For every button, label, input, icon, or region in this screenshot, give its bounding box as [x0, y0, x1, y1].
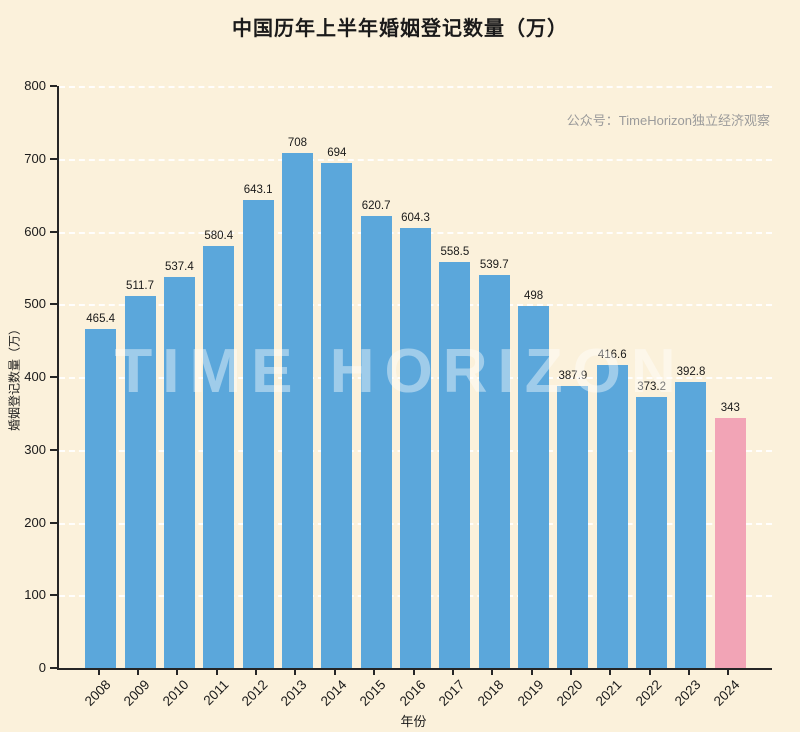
- y-tick-mark: [50, 594, 57, 597]
- y-tick-mark: [50, 667, 57, 669]
- bar: [124, 295, 156, 668]
- bar: [439, 261, 471, 668]
- gridline: [59, 158, 772, 161]
- bar-value-label: 511.7: [126, 279, 154, 292]
- y-tick-label: 600: [24, 223, 46, 239]
- bar: [675, 382, 707, 668]
- bar-value-label: 465.4: [86, 313, 116, 326]
- bar: [557, 385, 589, 668]
- bar-value-label: 343: [720, 402, 740, 415]
- x-tick-mark: [412, 669, 415, 675]
- y-tick-mark: [50, 85, 57, 87]
- y-tick-label: 800: [24, 78, 46, 93]
- bar: [714, 418, 746, 668]
- bar: [636, 396, 668, 668]
- bar: [163, 277, 195, 668]
- bar-value-label: 373.2: [637, 380, 666, 393]
- y-tick-mark: [50, 230, 57, 233]
- bar-value-label: 539.7: [479, 259, 509, 272]
- y-tick-mark: [50, 303, 57, 306]
- bar: [400, 228, 431, 668]
- bar-value-label: 643.1: [243, 184, 273, 197]
- y-tick-label: 0: [38, 660, 46, 675]
- bar-value-label: 708: [287, 136, 308, 149]
- x-tick-mark: [255, 669, 258, 675]
- x-tick-mark: [333, 669, 336, 675]
- y-tick-mark: [50, 157, 57, 160]
- x-tick-mark: [530, 669, 533, 675]
- bar-value-label: 580.4: [204, 229, 234, 242]
- chart-title: 中国历年上半年婚姻登记数量（万）: [232, 18, 568, 40]
- bar-value-label: 416.6: [597, 348, 627, 361]
- x-tick-mark: [176, 669, 179, 675]
- bar: [281, 152, 313, 668]
- x-tick-mark: [373, 669, 376, 675]
- x-tick-mark: [294, 669, 297, 675]
- x-axis-label: 年份: [400, 714, 427, 729]
- y-tick-label: 100: [24, 587, 46, 603]
- y-tick-label: 400: [24, 369, 46, 384]
- y-tick-label: 300: [24, 441, 46, 457]
- y-tick-label: 200: [24, 514, 46, 530]
- x-tick-mark: [451, 669, 454, 675]
- gridline: [59, 86, 772, 88]
- x-tick-mark: [609, 669, 612, 675]
- bar-value-label: 498: [523, 289, 544, 302]
- bar: [518, 305, 550, 668]
- plot-area: 465.4 511.7 537.4 580.4 643.1 708 694 620.7 604.…: [57, 86, 772, 670]
- y-tick-mark: [50, 521, 57, 524]
- x-tick-mark: [215, 669, 218, 675]
- bar: [321, 163, 353, 668]
- x-tick-mark: [491, 669, 494, 675]
- bar: [360, 216, 392, 668]
- bar-value-label: 387.9: [558, 369, 588, 382]
- y-tick-label: 500: [24, 296, 46, 312]
- bar-value-label: 558.5: [440, 245, 470, 258]
- x-tick-mark: [727, 669, 730, 675]
- x-tick-mark: [569, 669, 572, 675]
- bar-value-label: 604.3: [401, 212, 430, 225]
- x-tick-mark: [97, 669, 100, 675]
- bar: [85, 329, 117, 668]
- bar: [596, 364, 628, 668]
- bar: [242, 200, 274, 668]
- x-tick-mark: [137, 669, 140, 675]
- source-annotation: 公众号：TimeHorizon独立经济观察: [566, 113, 770, 128]
- bar-value-label: 620.7: [361, 200, 391, 213]
- x-tick-mark: [687, 669, 690, 675]
- y-tick-label: 700: [24, 150, 46, 166]
- x-tick-mark: [648, 669, 651, 675]
- bar-value-label: 537.4: [164, 261, 194, 274]
- y-tick-mark: [50, 376, 57, 378]
- bar: [478, 275, 510, 668]
- bar-value-label: 694: [327, 147, 347, 160]
- bar: [203, 245, 235, 668]
- bar-value-label: 392.8: [676, 366, 706, 379]
- y-tick-mark: [50, 448, 57, 451]
